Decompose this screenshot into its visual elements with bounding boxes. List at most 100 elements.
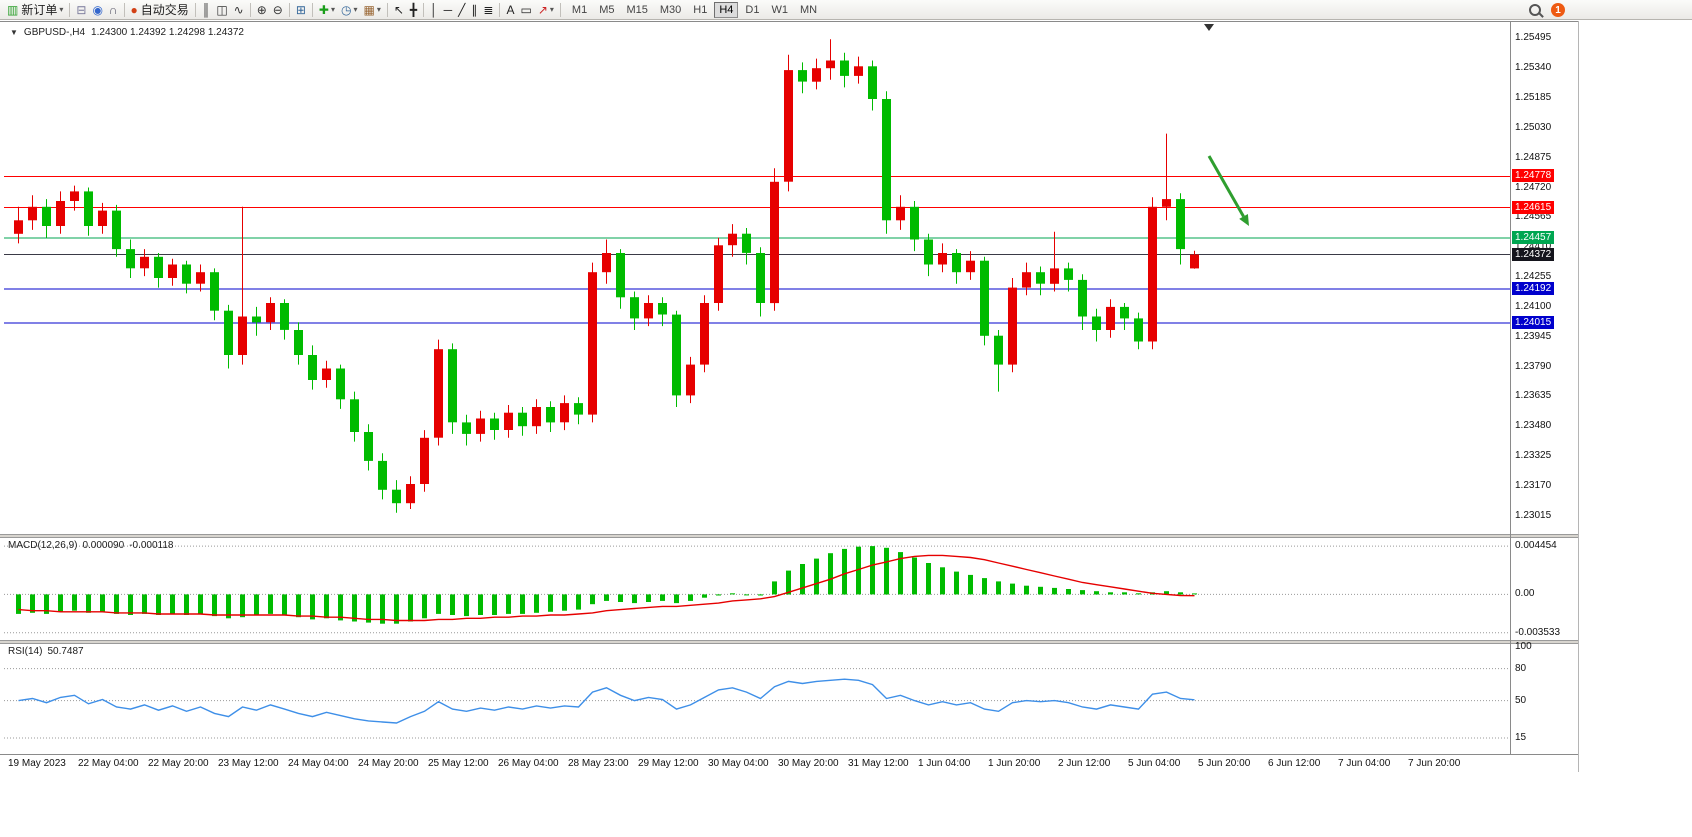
time-axis-label: 6 Jun 12:00 — [1268, 758, 1321, 769]
timeframe-h1[interactable]: H1 — [688, 2, 712, 18]
candle-wicks — [18, 39, 1195, 513]
timeframe-toolbar: M1 M5 M15 M30 H1 H4 D1 W1 MN — [566, 1, 823, 18]
text-label-button[interactable]: ▭ — [517, 1, 534, 19]
timeframe-m30[interactable]: M30 — [655, 2, 686, 18]
rsi-panel-canvas[interactable] — [4, 644, 1510, 754]
price-scale-label: 1.24720 — [1515, 181, 1552, 193]
new-order-button[interactable]: ▥ 新订单 ▾ — [4, 1, 66, 19]
candlestick-button[interactable]: ◫ — [213, 1, 230, 19]
panel-splitter-macd[interactable] — [0, 534, 1578, 538]
print-button[interactable]: ⊟ — [73, 1, 89, 19]
price-chart-canvas[interactable] — [4, 22, 1510, 534]
window-right-border — [1578, 21, 1579, 772]
timeframe-m15[interactable]: M15 — [621, 2, 652, 18]
timeframe-m5[interactable]: M5 — [594, 2, 619, 18]
headset-icon: ∩ — [108, 2, 118, 17]
line-chart-icon: ∿ — [233, 2, 244, 17]
zoom-in-icon: ⊕ — [256, 2, 267, 17]
crosshair-button[interactable]: ╋ — [407, 1, 420, 19]
time-axis-label: 30 May 04:00 — [708, 758, 769, 769]
price-scale-label: 1.23790 — [1515, 360, 1552, 372]
sound-button[interactable]: ∩ — [106, 1, 121, 19]
price-scale-label: 0.004454 — [1515, 540, 1557, 552]
channel-button[interactable]: ∥ — [468, 1, 480, 19]
search-icon[interactable] — [1529, 4, 1541, 16]
toolbar-separator — [423, 2, 425, 17]
time-axis-label: 23 May 12:00 — [218, 758, 279, 769]
price-scale-label: 1.23170 — [1515, 479, 1552, 491]
tile-windows-button[interactable]: ⊞ — [293, 1, 309, 19]
zoom-out-button[interactable]: ⊖ — [270, 1, 286, 19]
horizontal-line-button[interactable]: ─ — [441, 1, 456, 19]
toolbar-separator — [559, 2, 561, 17]
rsi-name: RSI(14) — [8, 646, 43, 657]
timeframe-d1[interactable]: D1 — [740, 2, 764, 18]
arrow-shapes-icon: ↗ — [537, 2, 548, 17]
autotrade-icon: ● — [130, 2, 138, 17]
toolbar-separator — [194, 2, 196, 17]
text-button[interactable]: A — [503, 1, 517, 19]
toolbar-separator — [69, 2, 71, 17]
macd-name: MACD(12,26,9) — [8, 540, 78, 551]
trendline-button[interactable]: ╱ — [455, 1, 468, 19]
arrows-button[interactable]: ↗ ▾ — [535, 1, 557, 19]
price-label-flag: 1.24457 — [1512, 231, 1555, 245]
time-axis-label: 7 Jun 20:00 — [1408, 758, 1461, 769]
time-axis[interactable]: 19 May 2023 22 May 04:00 22 May 20:00 23 Ma… — [0, 756, 1578, 772]
macd-panel-canvas[interactable] — [4, 538, 1510, 640]
new-order-button-label: 新订单 — [21, 3, 58, 17]
chevron-down-icon: ▾ — [330, 5, 335, 14]
timeframe-m1[interactable]: M1 — [567, 2, 592, 18]
toolbar-items: ▥ 新订单 ▾ ⊟ ◉ ∩ ● 自动交易 ║ ◫ ∿ ⊕ ⊖ ⊞ ✚ ▾ ◷ ▾ ▦ ▾ ↖ ╋ │ ─ ╱ ∥ ≣ A ▭ ↗ ▾ — [4, 1, 564, 19]
time-axis-label: 28 May 23:00 — [568, 758, 629, 769]
toolbar-separator — [499, 2, 501, 17]
preview-button[interactable]: ◉ — [89, 1, 105, 19]
bar-chart-icon: ║ — [201, 2, 211, 17]
rsi-label: RSI(14) 50.7487 — [8, 646, 84, 657]
price-label-flag: 1.24192 — [1512, 282, 1555, 296]
templates-button[interactable]: ▦ ▾ — [361, 1, 384, 19]
time-axis-border — [0, 754, 1578, 755]
chart-shift-marker[interactable] — [1204, 24, 1214, 31]
horizontal-line-icon: ─ — [443, 2, 453, 17]
price-scale-label: -0.003533 — [1515, 626, 1561, 638]
macd-histogram — [16, 546, 1197, 624]
indicators-button[interactable]: ✚ ▾ — [316, 1, 338, 19]
panel-splitter-rsi[interactable] — [0, 640, 1578, 644]
price-scale-label: 1.25185 — [1515, 92, 1552, 104]
autotrade-button[interactable]: ● 自动交易 — [128, 1, 192, 19]
chart-symbol-period: GBPUSD-,H4 — [23, 27, 86, 38]
periods-button[interactable]: ◷ ▾ — [338, 1, 361, 19]
fibonacci-button[interactable]: ≣ — [480, 1, 496, 19]
toolbar-separator — [249, 2, 251, 17]
notification-badge[interactable]: 1 — [1551, 3, 1565, 17]
time-axis-label: 1 Jun 20:00 — [988, 758, 1041, 769]
bar-chart-button[interactable]: ║ — [199, 1, 214, 19]
arrow-annotation[interactable] — [1207, 155, 1249, 226]
fibonacci-icon: ≣ — [483, 2, 494, 17]
price-axis[interactable]: 1.25495 1.25340 1.25185 1.25030 1.24875 1.247… — [1512, 0, 1578, 772]
toolbar-right-group: 1 — [1529, 3, 1565, 17]
toolbar-separator — [123, 2, 125, 17]
crosshair-icon: ╋ — [409, 2, 418, 17]
rsi-line — [18, 678, 1195, 724]
timeframe-h4[interactable]: H4 — [714, 1, 739, 18]
timeframe-mn[interactable]: MN — [795, 2, 822, 18]
trendline-icon: ╱ — [458, 2, 466, 17]
vertical-line-button[interactable]: │ — [427, 1, 441, 19]
price-scale-label: 50 — [1515, 694, 1527, 706]
price-label-flag: 1.24372 — [1512, 247, 1555, 261]
price-scale-label: 100 — [1515, 641, 1532, 653]
macd-main-value: 0.000090 — [82, 540, 125, 551]
zoom-in-button[interactable]: ⊕ — [254, 1, 270, 19]
timeframe-w1[interactable]: W1 — [766, 2, 793, 18]
price-scale-label: 1.23945 — [1515, 330, 1552, 342]
line-chart-button[interactable]: ∿ — [231, 1, 247, 19]
cursor-button[interactable]: ↖ — [391, 1, 407, 19]
time-axis-label: 2 Jun 12:00 — [1058, 758, 1111, 769]
chart-menu-icon[interactable]: ▼ — [10, 28, 18, 37]
templates-icon: ▦ — [363, 2, 375, 17]
autotrade-button-label: 自动交易 — [140, 3, 189, 17]
price-scale-label: 1.25340 — [1515, 62, 1552, 74]
